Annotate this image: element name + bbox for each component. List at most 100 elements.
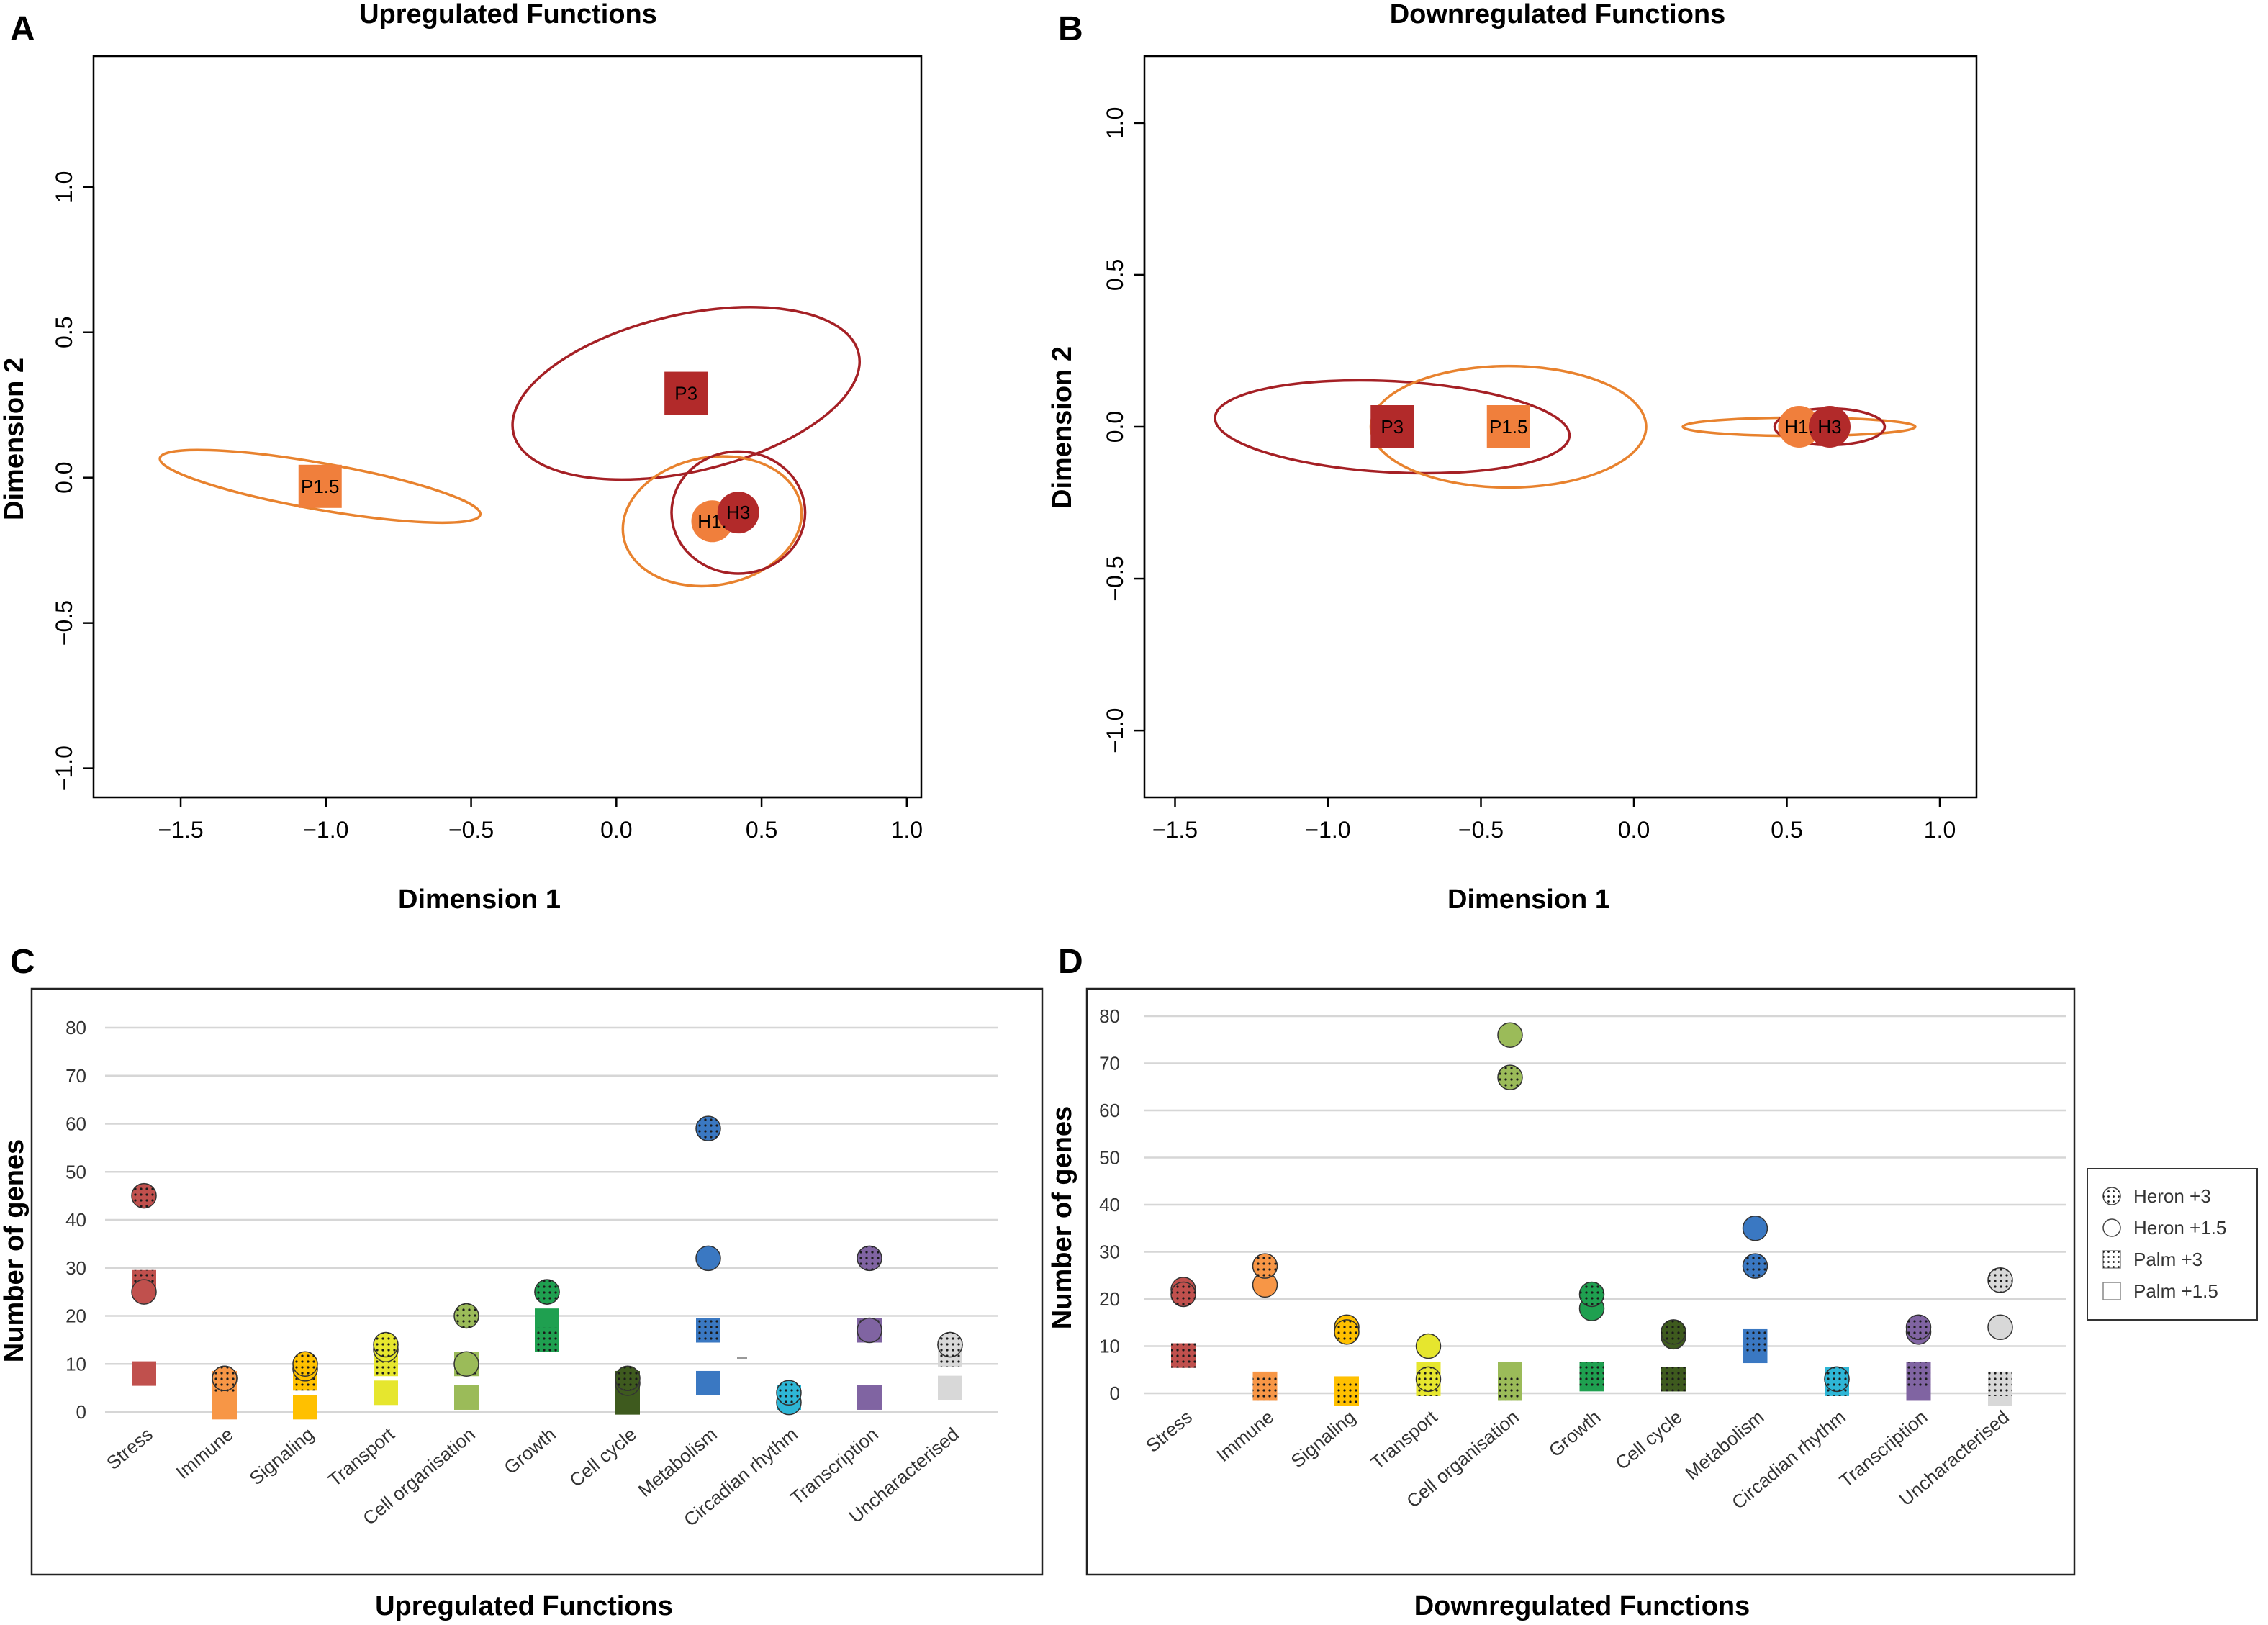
panel-d-mark-transport-heron-1-5	[1415, 1333, 1442, 1359]
panel-b-point-p3	[1370, 405, 1414, 448]
panel-a-title: Upregulated Functions	[359, 0, 657, 30]
panel-a-y-tick-label: 1.0	[51, 171, 77, 203]
panel-letter-c: C	[10, 943, 35, 981]
panel-c-y-tick-label: 20	[65, 1305, 86, 1327]
panel-c-mark-transcription-palm-1-5	[857, 1385, 882, 1410]
panel-b-y-tick-label: −1.0	[1102, 708, 1128, 753]
panel-c-y-axis-label: Number of genes	[0, 1139, 30, 1362]
panel-d-x-axis-label: Downregulated Functions	[1414, 1591, 1750, 1621]
panel-a-ellipse-p1-5	[158, 448, 482, 525]
panel-c-y-tick-label: 40	[65, 1209, 86, 1231]
panel-b-x-tick-label: 0.0	[1618, 817, 1650, 843]
panel-a-y-tick-label: 0.5	[51, 316, 77, 348]
panel-c-y-tick-label: 30	[65, 1257, 86, 1279]
panel-c-y-tick-label: 80	[65, 1017, 86, 1038]
panel-letter-a: A	[10, 10, 35, 48]
panel-c-mark-growth-heron-3	[534, 1279, 560, 1305]
panel-c-mark-transport-palm-1-5	[374, 1380, 398, 1406]
legend-item-label: Palm +3	[2133, 1249, 2203, 1270]
panel-a-ellipse-p3	[511, 305, 861, 481]
panel-b-point-p1-5	[1486, 405, 1530, 448]
panel-d-mark-immune-palm-3	[1252, 1376, 1278, 1401]
panel-c-mark-growth-palm-3	[535, 1327, 559, 1352]
panel-b-y-tick-label: 0.5	[1102, 259, 1128, 291]
panel-b-x-tick-label: −1.5	[1152, 817, 1198, 843]
panel-c-y-tick-label: 0	[76, 1401, 86, 1423]
panel-b-title: Downregulated Functions	[1390, 0, 1726, 30]
panel-b-x-tick-label: −0.5	[1458, 817, 1504, 843]
panel-d-mark-transcription-heron-3	[1905, 1314, 1932, 1341]
legend-item-label: Heron +1.5	[2133, 1217, 2226, 1239]
panel-b-y-tick-label: 1.0	[1102, 107, 1128, 139]
panel-d-y-tick-label: 30	[1099, 1241, 1120, 1263]
panel-d-mark-stress-heron-3	[1170, 1281, 1196, 1308]
panel-d-mark-cell-organisation-palm-3	[1498, 1376, 1522, 1401]
panel-c-mark-cell-cycle-heron-3	[615, 1365, 641, 1392]
panel-d-y-tick-label: 10	[1099, 1336, 1120, 1357]
panel-c-mark-transcription-heron-3	[857, 1245, 882, 1272]
panel-a-x-axis-label: Dimension 1	[398, 884, 561, 915]
panel-d-mark-cell-cycle-palm-3	[1661, 1367, 1686, 1392]
panel-b-x-tick-label: 1.0	[1924, 817, 1956, 843]
panel-a-point-label: P3	[674, 383, 697, 404]
panel-d-y-tick-label: 50	[1099, 1147, 1120, 1169]
panel-b-point-label: H3	[1817, 416, 1841, 438]
legend: Heron +3 Heron +1.5 Palm +3 Palm +1.5	[2087, 1168, 2258, 1321]
panel-a-y-tick-label: 0.0	[51, 461, 77, 493]
panel-d-mark-immune-heron-3	[1252, 1253, 1278, 1279]
legend-item: Heron +1.5	[2102, 1217, 2226, 1239]
panel-d-mark-uncharacterised-heron-3	[1987, 1267, 2013, 1293]
panel-a-point-label: H3	[726, 502, 750, 523]
panel-c-mark-uncharacterised-heron-3	[937, 1331, 963, 1358]
panel-a-y-tick-label: −0.5	[51, 600, 77, 646]
panel-d-mark-metabolism-heron-1-5	[1742, 1216, 1768, 1241]
panel-d-y-tick-label: 80	[1099, 1005, 1120, 1027]
panel-d-y-tick-label: 70	[1099, 1053, 1120, 1074]
panel-a-ellipse-h3	[670, 450, 807, 575]
panel-b-point-label: P3	[1381, 416, 1404, 438]
legend-item: Palm +1.5	[2102, 1280, 2218, 1302]
panel-a-point-p3	[664, 371, 708, 415]
panel-a-mds-plot: Upregulated Functions P1.5 P3 H1. H3 −1.5 −1…	[0, 0, 923, 915]
panel-d-mark-uncharacterised-palm-3	[1988, 1371, 2012, 1396]
panel-letter-d: D	[1058, 943, 1083, 981]
panel-a-point-label: P1.5	[301, 476, 340, 497]
panel-b-y-tick-label: 0.0	[1102, 411, 1128, 443]
panel-d-frame	[1085, 987, 2076, 1576]
panel-a-x-tick-label: −0.5	[448, 817, 494, 843]
legend-item-label: Heron +3	[2133, 1185, 2211, 1207]
panel-c-mark-metabolism-heron-3	[695, 1115, 721, 1141]
legend-item-label: Palm +1.5	[2133, 1280, 2218, 1302]
panel-a-point-h3	[717, 492, 759, 534]
panel-b-point-label: P1.5	[1489, 416, 1528, 438]
panel-c-mark-uncharacterised-palm-1-5	[938, 1375, 962, 1400]
panel-b-x-tick-label: 0.5	[1771, 817, 1802, 843]
panel-c-mark-transport-heron-3	[373, 1331, 399, 1358]
panel-b-y-axis-label: Dimension 2	[1047, 346, 1077, 509]
panel-a-y-axis-label: Dimension 2	[0, 358, 30, 520]
panel-b-plot-frame	[1143, 55, 1978, 799]
legend-item: Heron +3	[2102, 1185, 2211, 1207]
panel-c-mark-cell-organisation-palm-1-5	[454, 1385, 479, 1410]
panel-d-mark-stress-palm-3	[1171, 1343, 1196, 1368]
panel-b-y-tick-label: −0.5	[1102, 556, 1128, 601]
panel-a-x-tick-label: 0.0	[600, 817, 632, 843]
panel-a-x-tick-label: −1.0	[303, 817, 348, 843]
panel-d-y-tick-label: 0	[1110, 1382, 1120, 1404]
panel-b-point-h1-5	[1778, 406, 1820, 448]
panel-b-point-label: H1.	[1784, 416, 1813, 438]
panel-c-mark-cell-organisation-heron-3	[453, 1303, 479, 1329]
panel-a-plot-frame	[92, 55, 923, 799]
panel-d-mark-signaling-heron-3	[1334, 1319, 1360, 1345]
panel-a-y-tick-label: −1.0	[51, 746, 77, 791]
panel-d-mark-transcription-palm-3	[1906, 1362, 1931, 1387]
panel-c-y-tick-label: 60	[65, 1113, 86, 1135]
panel-b-x-axis-label: Dimension 1	[1447, 884, 1610, 915]
panel-letter-b: B	[1058, 10, 1083, 48]
panel-b-point-h3	[1809, 406, 1851, 448]
panel-c-mark-stress-palm-1-5	[132, 1361, 156, 1386]
panel-c-mark-stress-heron-3	[131, 1182, 157, 1209]
panel-a-ellipse-h1-5	[621, 455, 803, 588]
